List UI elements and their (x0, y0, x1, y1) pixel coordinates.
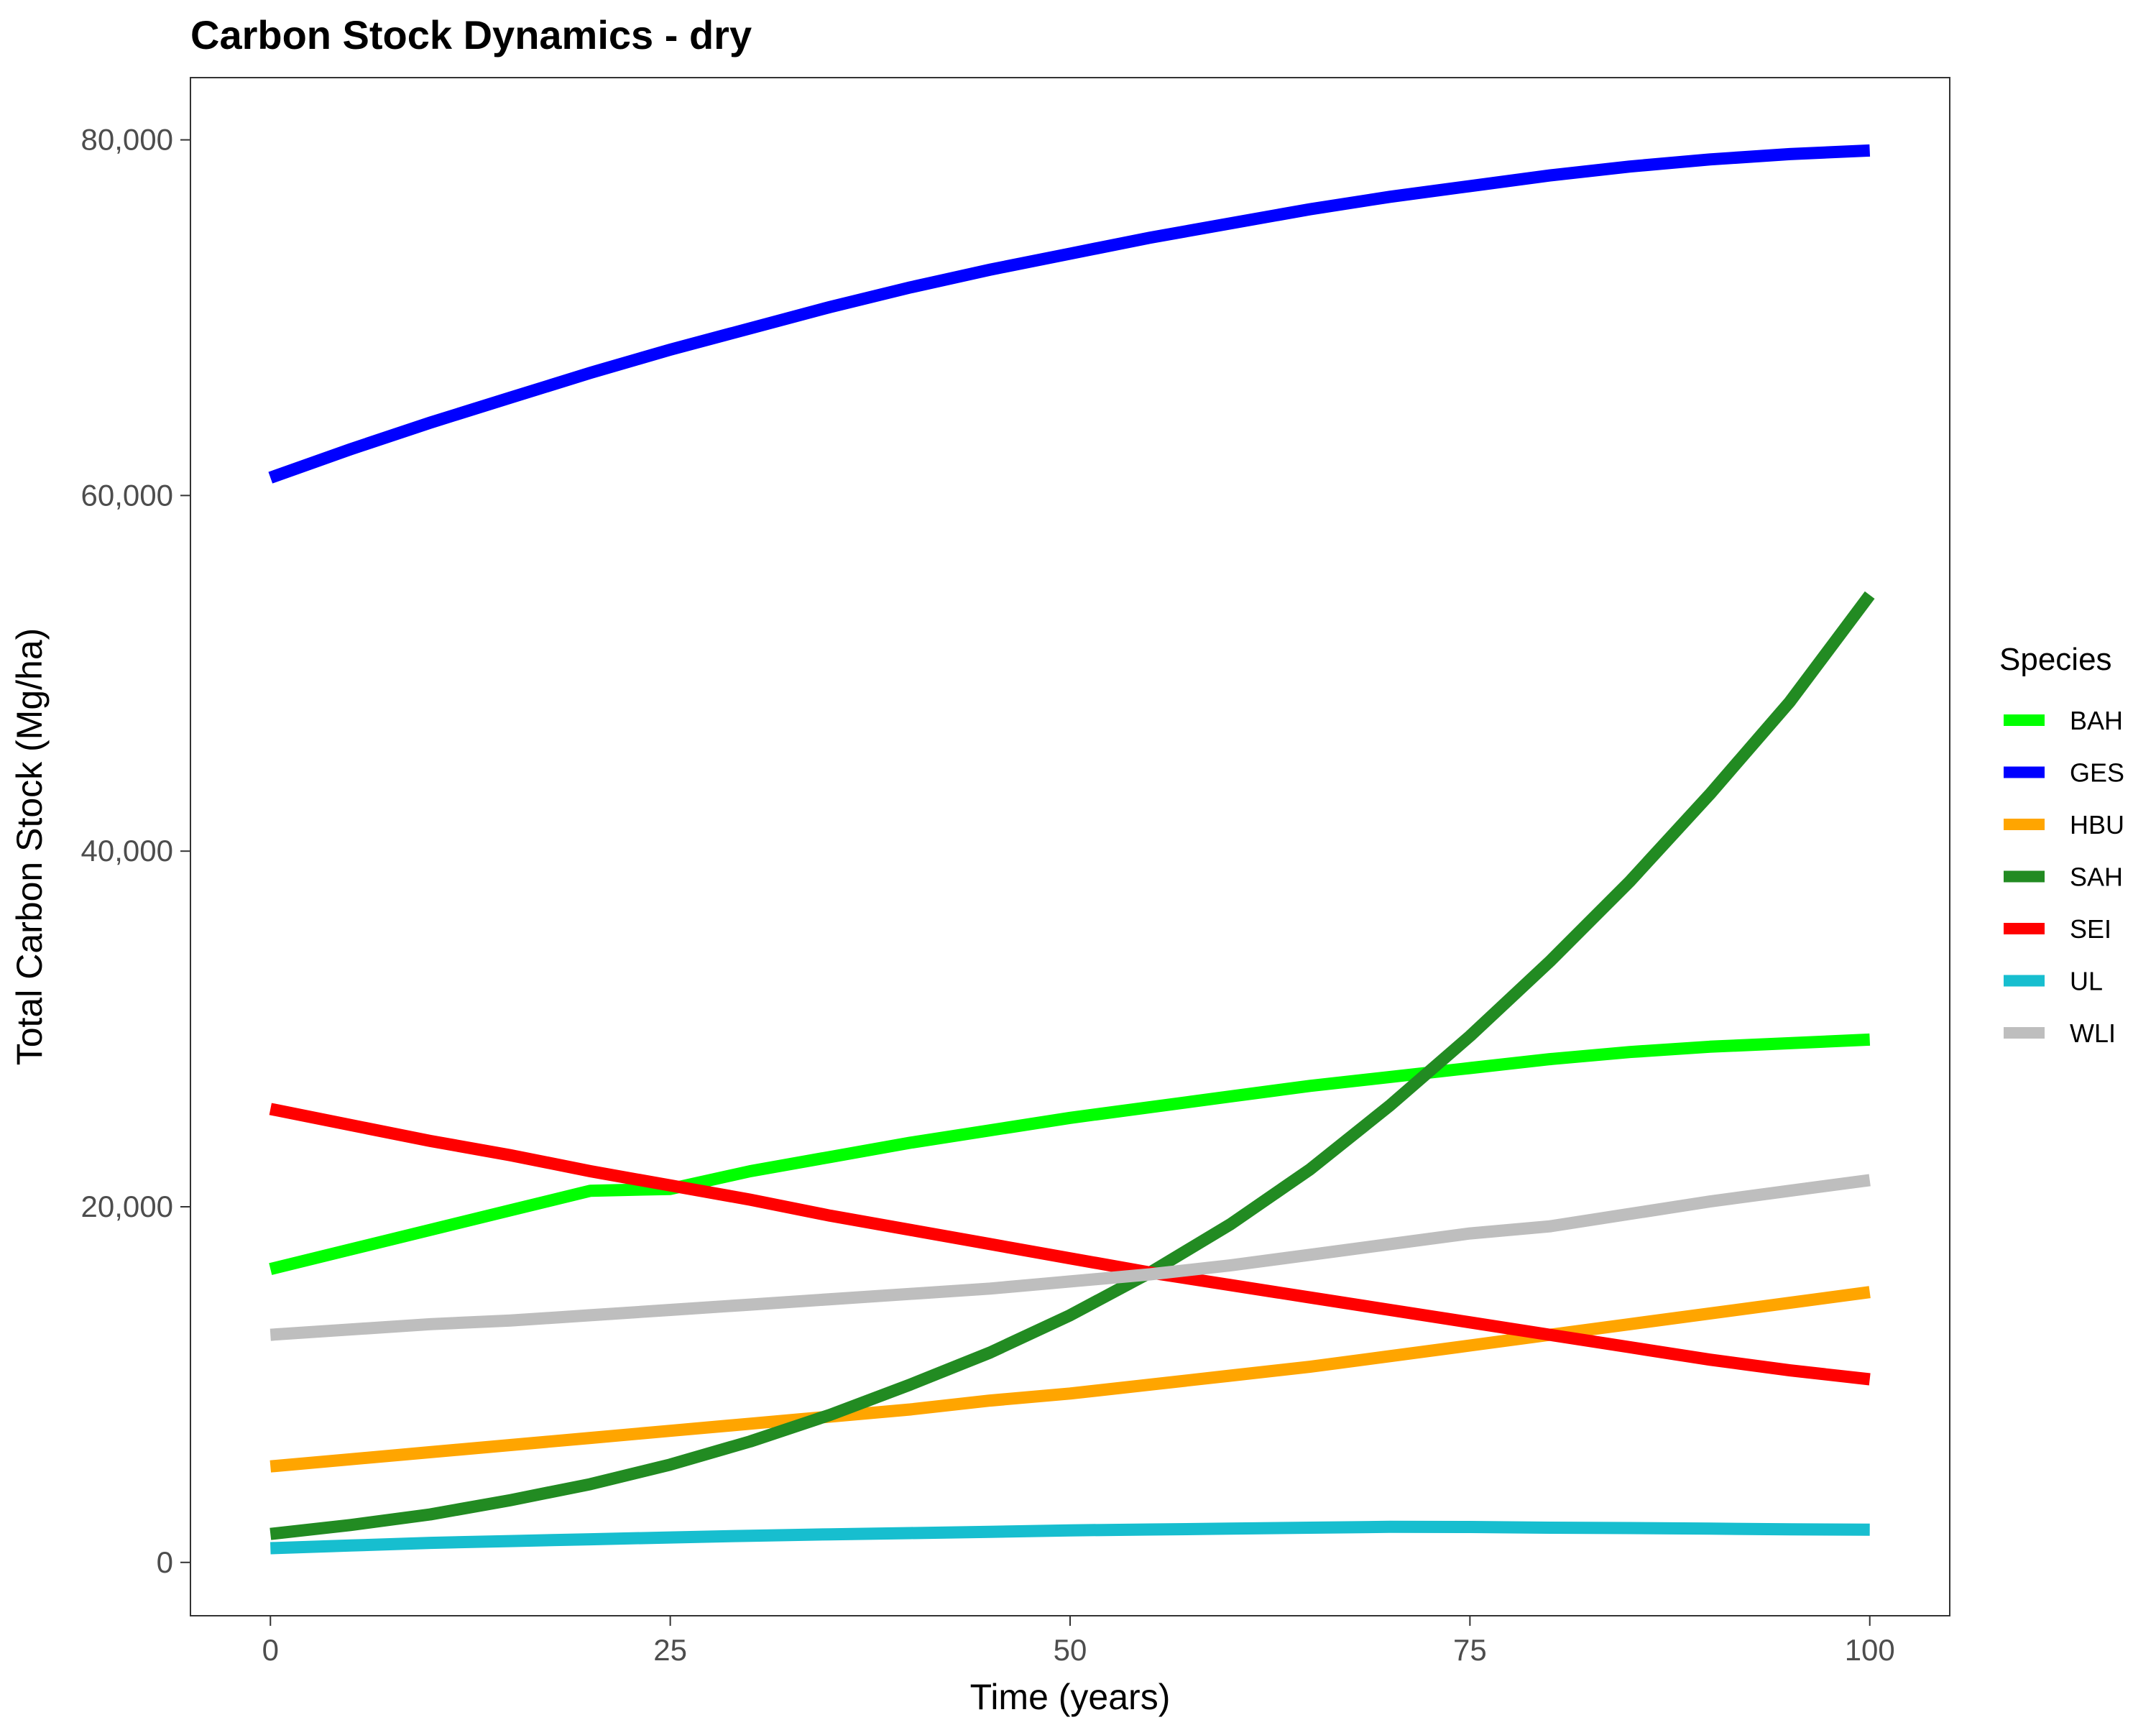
x-tick-label: 75 (1453, 1633, 1487, 1667)
chart-title: Carbon Stock Dynamics - dry (190, 12, 752, 58)
series-line-sah (270, 591, 1875, 1540)
legend-label-wli: WLI (2070, 1018, 2116, 1048)
y-axis: 0 20,000 40,000 60,000 80,000 (81, 123, 190, 1579)
legend-label-ul: UL (2070, 967, 2103, 996)
x-axis: 0 25 50 75 100 (262, 1616, 1895, 1667)
x-axis-title: Time (years) (970, 1677, 1171, 1717)
legend-label-hbu: HBU (2070, 810, 2124, 840)
x-tick-label: 50 (1054, 1633, 1087, 1667)
y-tick-label: 60,000 (81, 478, 173, 512)
series-line-sei (269, 1103, 1871, 1386)
x-tick-label: 0 (262, 1633, 279, 1667)
legend-label-ges: GES (2070, 758, 2124, 788)
y-tick-label: 80,000 (81, 123, 173, 157)
y-axis-title: Total Carbon Stock (Mg/ha) (9, 628, 50, 1066)
series-layer (268, 144, 1875, 1555)
plot-panel (190, 77, 1950, 1616)
legend-label-sei: SEI (2070, 914, 2111, 944)
legend-label-sah: SAH (2070, 862, 2123, 892)
x-tick-label: 25 (653, 1633, 687, 1667)
series-line-hbu (270, 1286, 1871, 1473)
y-tick-label: 20,000 (81, 1190, 173, 1223)
series-line-ul (270, 1520, 1870, 1555)
legend-title: Species (1999, 642, 2112, 677)
legend-items: BAH GES HBU SAH SEI UL WLI (2004, 706, 2124, 1048)
legend-label-bah: BAH (2070, 706, 2123, 735)
series-line-ges (268, 144, 1871, 484)
y-tick-label: 0 (157, 1545, 173, 1579)
legend: Species BAH GES HBU SAH SEI UL WLI (1999, 642, 2124, 1048)
y-tick-label: 40,000 (81, 834, 173, 868)
series-line-wli (270, 1174, 1871, 1341)
series-line-bah (269, 1033, 1871, 1275)
x-tick-label: 100 (1845, 1633, 1895, 1667)
